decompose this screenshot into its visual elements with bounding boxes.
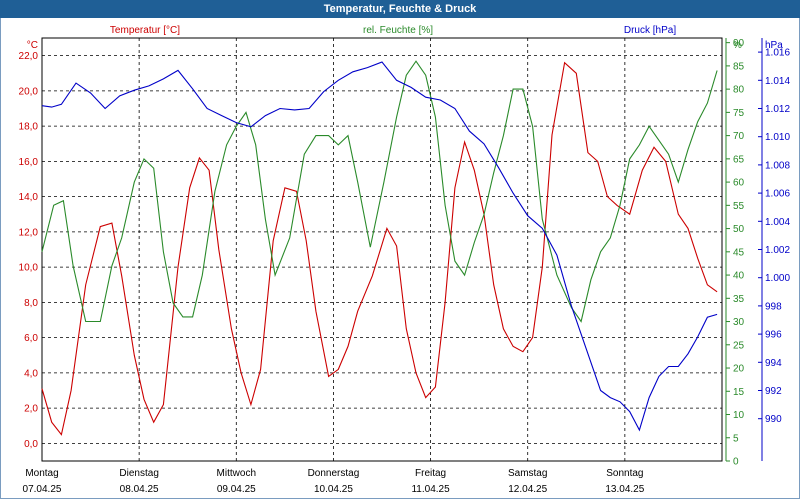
x-tick-date: 07.04.25	[23, 484, 62, 495]
pressure-tick-label: 996	[765, 330, 782, 341]
temp-tick-label: 10,0	[19, 263, 39, 274]
humidity-tick-label: 60	[733, 178, 745, 189]
humidity-axis-unit: %	[733, 40, 742, 51]
pressure-tick-label: 994	[765, 358, 782, 369]
x-tick-day: Samstag	[508, 468, 547, 479]
pressure-axis-label: Druck [hPa]	[624, 25, 676, 36]
x-tick-day: Donnerstag	[308, 468, 360, 479]
temperature-series-line	[41, 61, 718, 436]
humidity-tick-label: 80	[733, 85, 745, 96]
humidity-tick-label: 75	[733, 108, 745, 119]
humidity-axis-label: rel. Feuchte [%]	[363, 25, 433, 36]
humidity-tick-label: 85	[733, 61, 745, 72]
humidity-tick-label: 65	[733, 154, 745, 165]
humidity-tick-label: 90	[733, 38, 745, 49]
chart-title: Temperatur, Feuchte & Druck	[0, 0, 800, 18]
pressure-tick-label: 1.004	[765, 217, 790, 228]
humidity-tick-label: 15	[733, 387, 745, 398]
temp-tick-label: 16,0	[19, 157, 39, 168]
temp-tick-label: 2,0	[24, 404, 38, 415]
pressure-tick-label: 1.012	[765, 104, 790, 115]
temp-tick-label: 20,0	[19, 86, 39, 97]
x-tick-day: Sonntag	[606, 468, 643, 479]
pressure-tick-label: 1.014	[765, 76, 790, 87]
humidity-tick-label: 10	[733, 410, 745, 421]
temp-tick-label: 12,0	[19, 227, 39, 238]
x-tick-day: Dienstag	[119, 468, 158, 479]
pressure-tick-label: 1.010	[765, 132, 790, 143]
x-tick-day: Freitag	[415, 468, 446, 479]
x-tick-date: 09.04.25	[217, 484, 256, 495]
temp-tick-label: 14,0	[19, 192, 39, 203]
pressure-tick-label: 1.008	[765, 160, 790, 171]
temp-tick-label: 8,0	[24, 298, 38, 309]
temp-tick-label: 6,0	[24, 333, 38, 344]
x-tick-date: 11.04.25	[411, 484, 450, 495]
pressure-tick-label: 1.000	[765, 273, 790, 284]
humidity-tick-label: 25	[733, 340, 745, 351]
x-tick-day: Montag	[25, 468, 58, 479]
humidity-tick-label: 50	[733, 224, 745, 235]
humidity-tick-label: 35	[733, 294, 745, 305]
pressure-tick-label: 1.016	[765, 48, 790, 59]
humidity-series-line	[41, 60, 718, 323]
humidity-tick-label: 30	[733, 317, 745, 328]
pressure-axis-unit: hPa	[765, 40, 783, 51]
humidity-tick-label: 70	[733, 131, 745, 142]
pressure-tick-label: 998	[765, 301, 782, 312]
pressure-tick-label: 990	[765, 414, 782, 425]
humidity-tick-label: 5	[733, 433, 739, 444]
x-tick-day: Mittwoch	[217, 468, 256, 479]
pressure-tick-label: 1.006	[765, 189, 790, 200]
temp-tick-label: 22,0	[19, 51, 39, 62]
pressure-series-line	[41, 61, 718, 432]
plot-area	[41, 37, 723, 462]
humidity-tick-label: 20	[733, 364, 745, 375]
humidity-tick-label: 40	[733, 271, 745, 282]
pressure-tick-label: 1.002	[765, 245, 790, 256]
x-tick-date: 10.04.25	[314, 484, 353, 495]
humidity-tick-label: 45	[733, 247, 745, 258]
x-tick-date: 08.04.25	[120, 484, 159, 495]
temp-axis-unit: °C	[27, 40, 38, 51]
humidity-tick-label: 0	[733, 457, 739, 468]
x-tick-date: 12.04.25	[508, 484, 547, 495]
temp-tick-label: 4,0	[24, 368, 38, 379]
temp-tick-label: 18,0	[19, 122, 39, 133]
humidity-tick-label: 55	[733, 201, 745, 212]
pressure-tick-label: 992	[765, 386, 782, 397]
temp-axis-label: Temperatur [°C]	[110, 25, 180, 36]
x-tick-date: 13.04.25	[605, 484, 644, 495]
temp-tick-label: 0,0	[24, 439, 38, 450]
